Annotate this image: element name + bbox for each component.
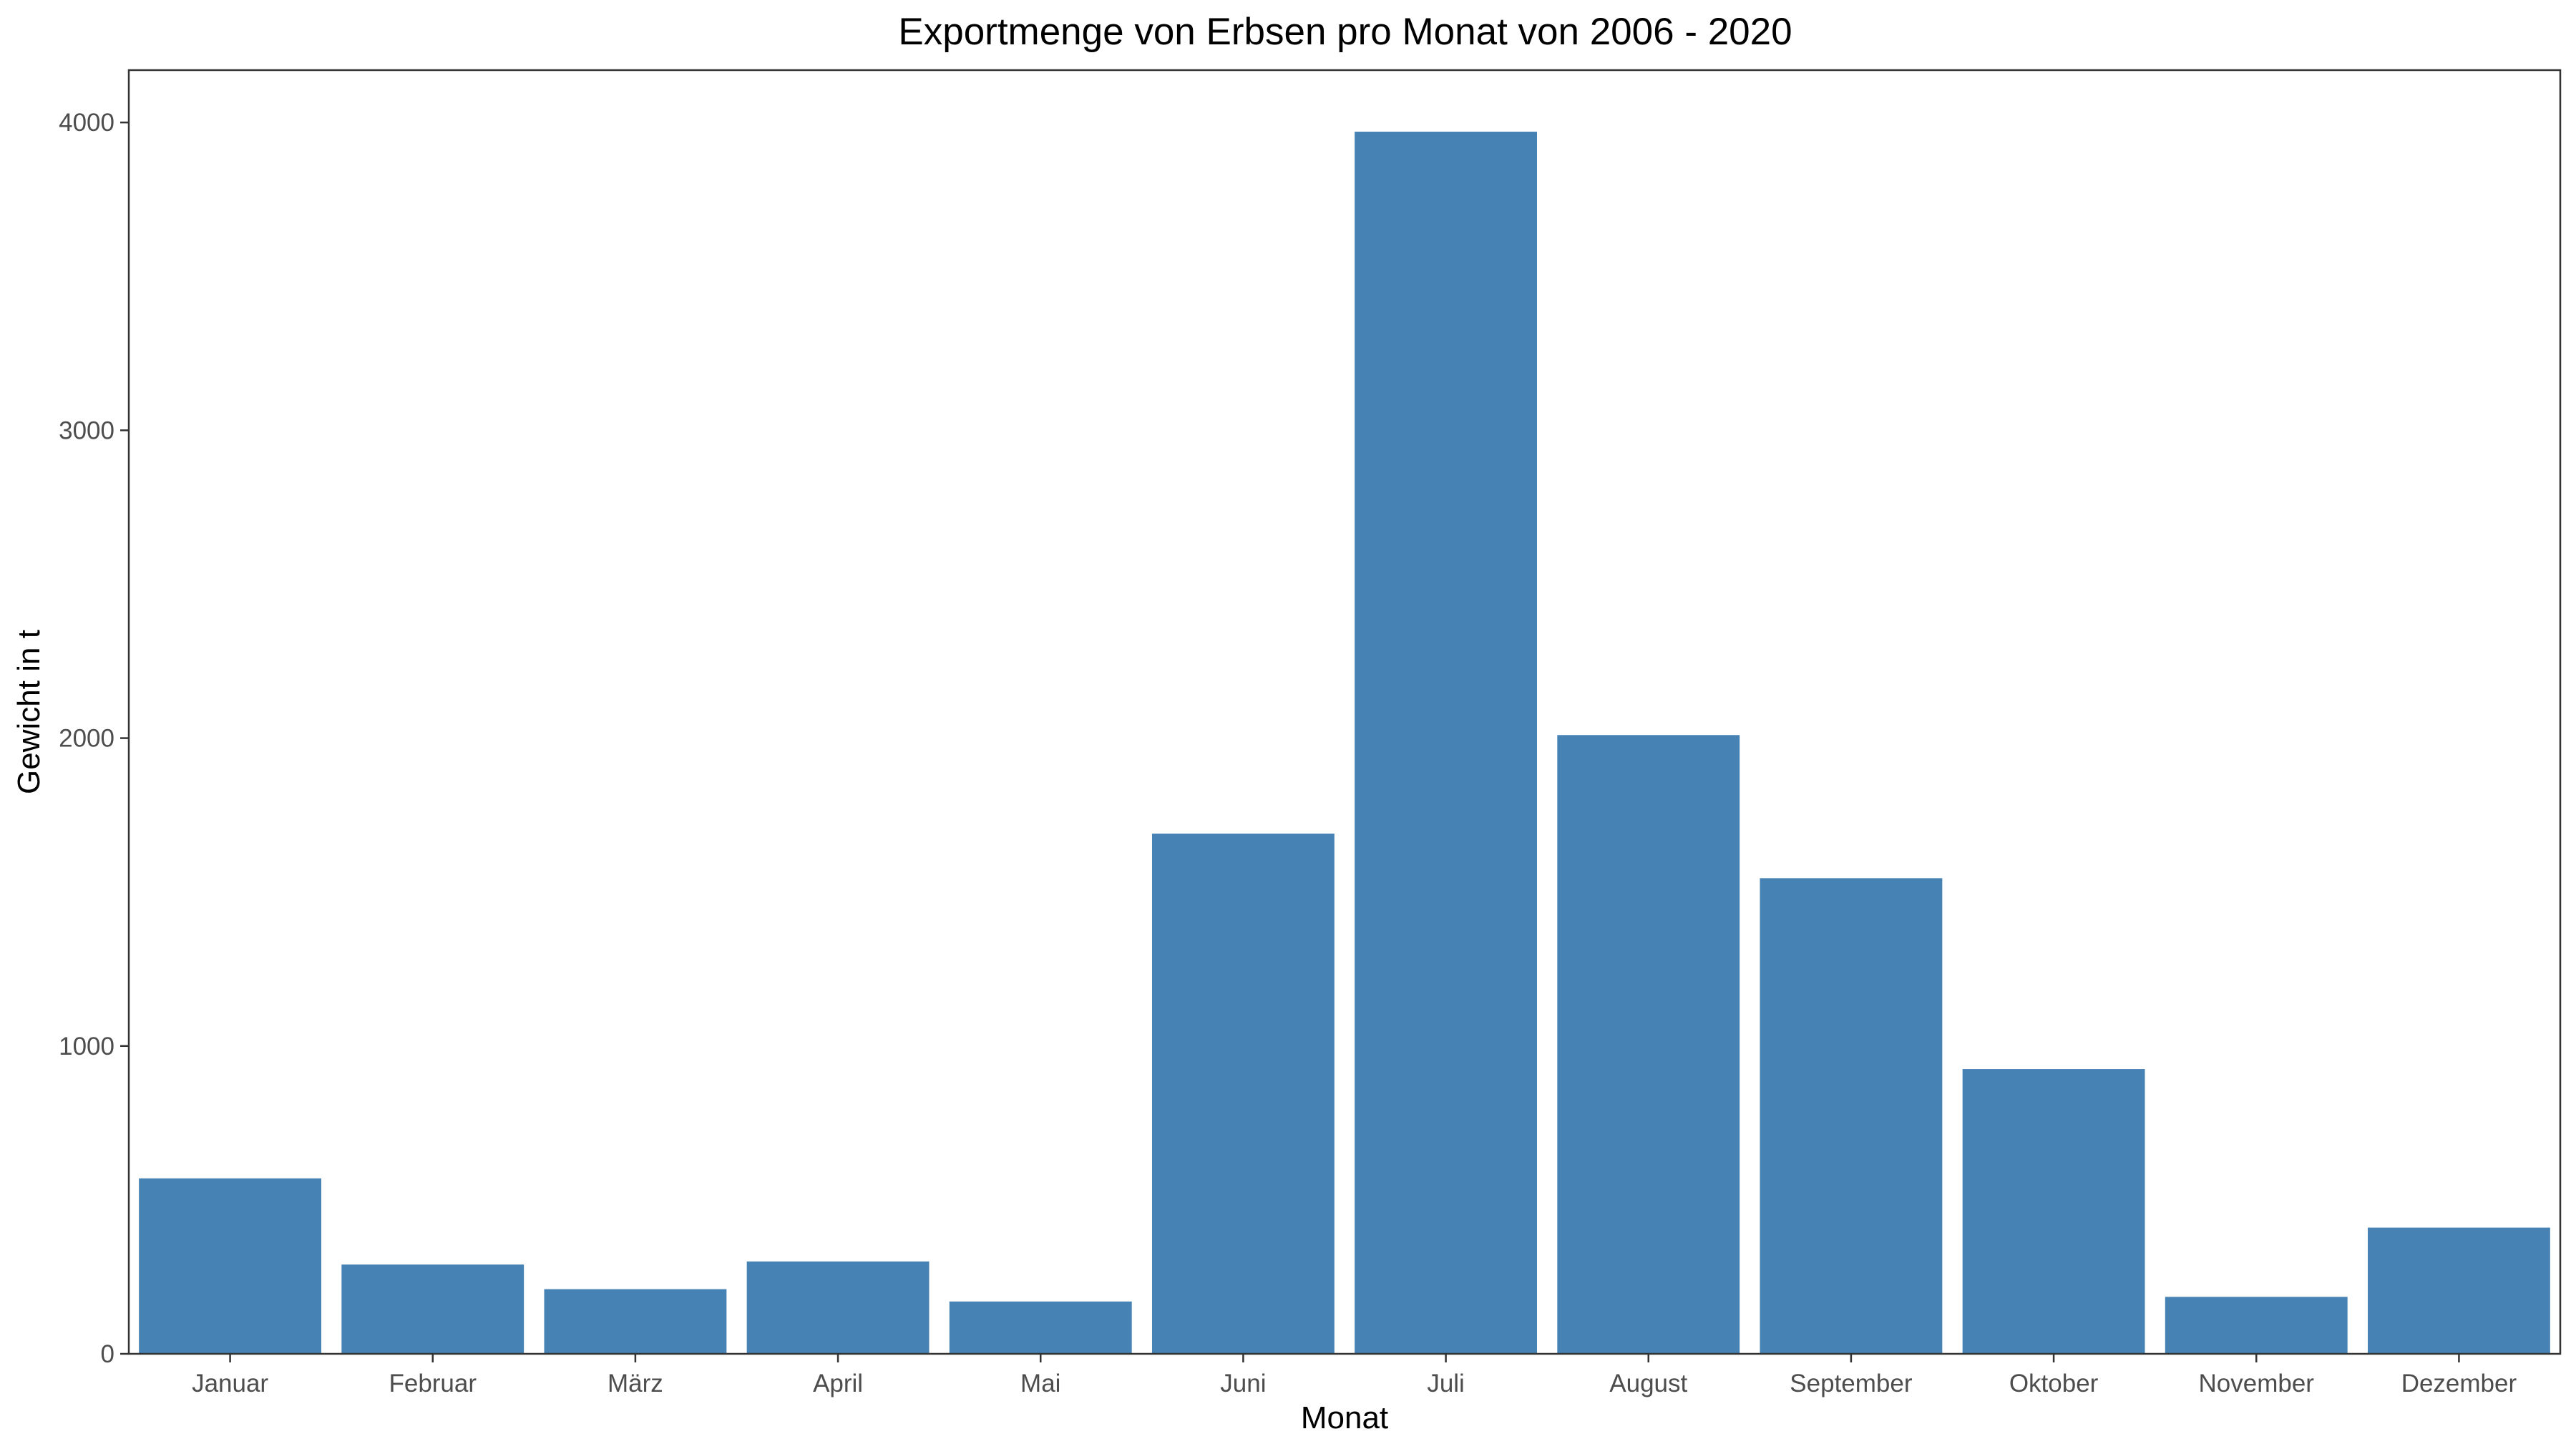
y-tick-label: 3000 [59, 416, 114, 444]
bar-2 [341, 1264, 525, 1354]
y-tick-label: 1000 [59, 1033, 114, 1060]
x-axis: Januar Februar März April Mai Juni Juli August S… [192, 1354, 2517, 1397]
y-axis-title: Gewicht in t [11, 630, 47, 794]
y-tick-label: 4000 [59, 109, 114, 137]
bar-3 [544, 1289, 727, 1354]
x-tick-label: August [1609, 1370, 1687, 1397]
x-tick-label: Mai [1020, 1370, 1060, 1397]
bar-9 [1760, 878, 1943, 1354]
bar-7 [1355, 132, 1538, 1354]
x-tick-label: Juli [1427, 1370, 1465, 1397]
bar-10 [1962, 1069, 2145, 1354]
x-axis-title: Monat [1301, 1400, 1388, 1435]
y-axis: 0 1000 2000 3000 4000 [59, 109, 129, 1368]
bar-1 [139, 1178, 322, 1354]
x-tick-label: Dezember [2401, 1370, 2517, 1397]
y-tick-label: 2000 [59, 725, 114, 753]
x-tick-label: April [813, 1370, 863, 1397]
y-tick-label: 0 [101, 1340, 114, 1368]
plot-panel-border [127, 69, 2562, 1355]
bar-5 [949, 1301, 1132, 1354]
bar-6 [1151, 833, 1335, 1354]
x-tick-label: März [608, 1370, 663, 1397]
x-tick-label: Oktober [2009, 1370, 2099, 1397]
bar-8 [1557, 735, 1740, 1354]
x-tick-label: Januar [192, 1370, 268, 1397]
bar-12 [2367, 1227, 2550, 1354]
x-tick-label: September [1790, 1370, 1913, 1397]
x-tick-label: Februar [389, 1370, 477, 1397]
bar-11 [2165, 1297, 2348, 1354]
bar-4 [746, 1261, 930, 1354]
x-tick-label: November [2199, 1370, 2315, 1397]
x-tick-label: Juni [1220, 1370, 1266, 1397]
bars-group [139, 132, 2550, 1354]
chart-title: Exportmenge von Erbsen pro Monat von 200… [898, 11, 1792, 53]
